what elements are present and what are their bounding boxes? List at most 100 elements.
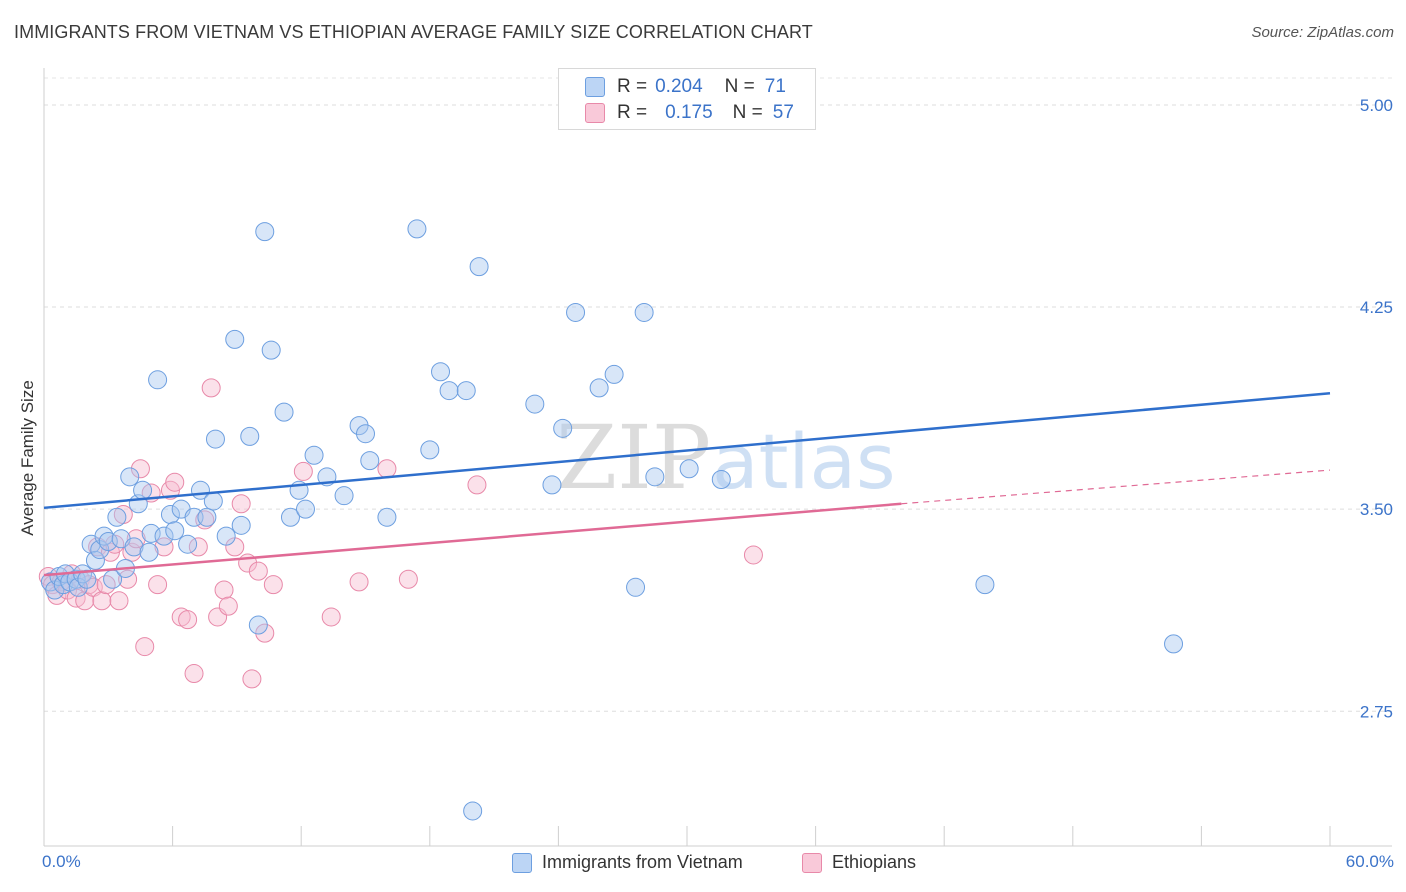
point-vietnam bbox=[420, 440, 440, 460]
trend-line-vietnam bbox=[43, 392, 1331, 510]
stats-r-label: R = bbox=[617, 76, 648, 97]
point-vietnam bbox=[248, 615, 268, 635]
y-tick-labels: 2.75 3.50 4.25 5.00 bbox=[1360, 96, 1393, 721]
point-vietnam bbox=[975, 575, 995, 595]
point-ethiopians bbox=[178, 610, 198, 630]
point-vietnam bbox=[216, 526, 236, 546]
point-vietnam bbox=[626, 577, 646, 597]
point-vietnam bbox=[679, 459, 699, 479]
y-tick-label: 3.50 bbox=[1360, 500, 1393, 519]
point-vietnam bbox=[85, 550, 105, 570]
point-ethiopians bbox=[467, 475, 487, 495]
series-vietnam-points bbox=[40, 219, 1184, 821]
point-ethiopians bbox=[398, 569, 418, 589]
point-vietnam bbox=[711, 470, 731, 490]
point-vietnam bbox=[566, 302, 586, 322]
point-vietnam bbox=[280, 507, 300, 527]
stats-row-ethiopians: R = 0.175 N = 57 bbox=[585, 100, 794, 126]
point-vietnam bbox=[133, 480, 153, 500]
point-ethiopians bbox=[255, 623, 275, 643]
point-ethiopians bbox=[743, 545, 763, 565]
watermark-zip: ZIP bbox=[556, 406, 711, 509]
stats-n-label: N = bbox=[724, 76, 755, 97]
point-ethiopians bbox=[126, 529, 146, 549]
point-vietnam bbox=[439, 381, 459, 401]
point-vietnam bbox=[1164, 634, 1184, 654]
stats-r-value: 0.175 bbox=[665, 102, 713, 123]
legend-item-ethiopians[interactable]: Ethiopians bbox=[802, 852, 916, 873]
point-vietnam bbox=[77, 569, 97, 589]
legend-swatch-vietnam bbox=[512, 852, 532, 873]
point-vietnam bbox=[334, 486, 354, 506]
stats-swatch-ethiopians bbox=[585, 103, 605, 123]
point-vietnam bbox=[124, 537, 144, 557]
trend-lines bbox=[43, 392, 1331, 577]
point-vietnam bbox=[463, 801, 483, 821]
point-vietnam bbox=[160, 505, 180, 525]
y-tick-label: 5.00 bbox=[1360, 96, 1393, 115]
watermark: ZIP atlas bbox=[556, 406, 896, 509]
stats-r-value: 0.204 bbox=[655, 76, 703, 97]
point-ethiopians bbox=[231, 494, 251, 514]
point-vietnam bbox=[645, 467, 665, 487]
point-vietnam bbox=[604, 364, 624, 384]
point-ethiopians bbox=[148, 575, 168, 595]
point-vietnam bbox=[255, 222, 275, 242]
point-vietnam bbox=[542, 475, 562, 495]
y-tick-label: 4.25 bbox=[1360, 298, 1393, 317]
point-ethiopians bbox=[242, 669, 262, 689]
point-ethiopians bbox=[201, 378, 221, 398]
point-vietnam bbox=[107, 507, 127, 527]
point-vietnam bbox=[356, 424, 375, 444]
stats-legend: R = 0.204 N = 71 R = 0.175 N = 57 bbox=[558, 68, 816, 130]
trend-extension-ethiopians bbox=[901, 469, 1331, 505]
point-ethiopians bbox=[188, 537, 208, 557]
point-vietnam bbox=[120, 467, 140, 487]
point-ethiopians bbox=[154, 537, 174, 557]
point-ethiopians bbox=[109, 591, 129, 611]
point-vietnam bbox=[274, 402, 294, 422]
point-vietnam bbox=[295, 499, 315, 519]
point-ethiopians bbox=[248, 561, 268, 581]
legend-label-vietnam: Immigrants from Vietnam bbox=[542, 852, 743, 872]
y-axis-label: Average Family Size bbox=[18, 380, 37, 536]
point-ethiopians bbox=[130, 459, 150, 479]
point-vietnam bbox=[240, 426, 260, 446]
point-ethiopians bbox=[293, 461, 313, 481]
legend-item-vietnam[interactable]: Immigrants from Vietnam bbox=[512, 852, 743, 873]
point-vietnam bbox=[66, 569, 86, 589]
point-vietnam bbox=[456, 381, 476, 401]
stats-swatch-vietnam bbox=[585, 77, 605, 97]
point-vietnam bbox=[225, 329, 245, 349]
point-vietnam bbox=[349, 416, 369, 436]
stats-n-value: 71 bbox=[764, 76, 786, 97]
point-ethiopians bbox=[218, 596, 238, 616]
source-label: Source: ZipAtlas.com bbox=[1251, 24, 1394, 41]
point-vietnam bbox=[407, 219, 427, 239]
point-ethiopians bbox=[321, 607, 341, 627]
point-vietnam bbox=[469, 257, 489, 277]
point-ethiopians bbox=[195, 510, 215, 530]
point-ethiopians bbox=[92, 591, 112, 611]
bottom-legend: Immigrants from Vietnam Ethiopians bbox=[0, 852, 1406, 878]
point-vietnam bbox=[261, 340, 281, 360]
point-vietnam bbox=[589, 378, 609, 398]
legend-label-ethiopians: Ethiopians bbox=[832, 852, 917, 872]
trend-line-ethiopians bbox=[43, 502, 902, 577]
stats-r-label: R = bbox=[617, 102, 648, 123]
point-ethiopians bbox=[184, 664, 204, 684]
chart-title: IMMIGRANTS FROM VIETNAM VS ETHIOPIAN AVE… bbox=[14, 22, 813, 42]
point-vietnam bbox=[634, 302, 654, 322]
series-ethiopians-points bbox=[38, 378, 763, 689]
point-vietnam bbox=[525, 394, 545, 414]
point-vietnam bbox=[139, 542, 159, 562]
point-vietnam bbox=[165, 521, 185, 541]
grid-lines bbox=[44, 77, 1392, 712]
point-vietnam bbox=[553, 418, 573, 438]
point-vietnam bbox=[231, 515, 251, 535]
point-vietnam bbox=[148, 370, 168, 390]
point-vietnam bbox=[377, 507, 397, 527]
x-tick-label-max: 60.0% bbox=[1345, 852, 1394, 871]
stats-row-vietnam: R = 0.204 N = 71 bbox=[585, 74, 786, 100]
